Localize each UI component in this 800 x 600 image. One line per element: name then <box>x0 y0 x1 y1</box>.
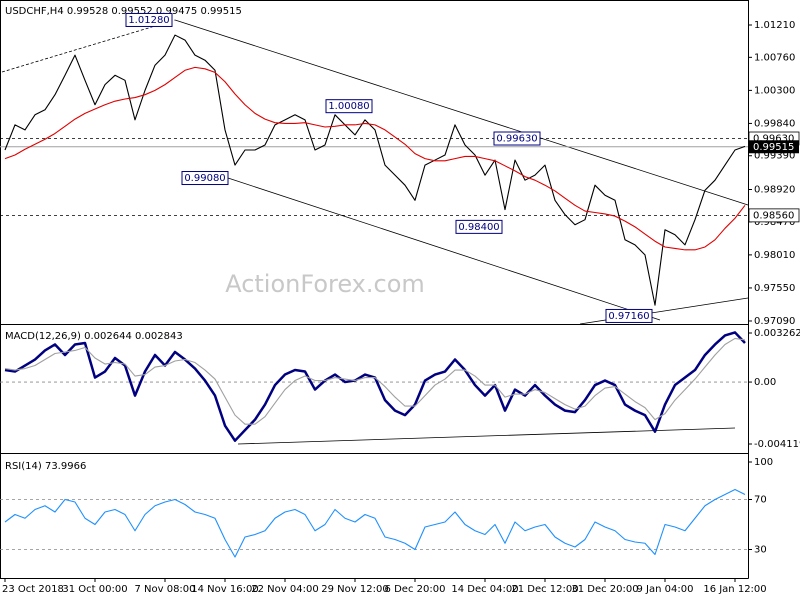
y-tick-label: 1.00300 <box>754 85 795 96</box>
x-tick-label: 9 Jan 04:00 <box>637 584 694 595</box>
x-tick-label: 31 Oct 00:00 <box>62 584 127 595</box>
annotation-label: 1.01280 <box>128 15 169 26</box>
x-tick-label: 23 Oct 2018 <box>2 584 64 595</box>
x-tick-label: 14 Nov 16:00 <box>191 584 258 595</box>
trendline <box>1 19 176 73</box>
annotation-box <box>493 131 541 146</box>
annotation-label: 0.97160 <box>608 311 649 322</box>
annotation-box <box>181 171 229 186</box>
frame <box>0 0 749 579</box>
x-tick-label: 14 Dec 04:00 <box>451 584 518 595</box>
x-tick-label: 16 Jan 12:00 <box>703 584 766 595</box>
series-line <box>4 66 746 251</box>
y-tick-label: 70 <box>754 495 767 506</box>
trendline <box>227 177 661 321</box>
annotation-label: 1.00080 <box>328 101 369 112</box>
y-tick-label: 1.01210 <box>754 20 795 31</box>
x-tick-label: 21 Dec 12:00 <box>511 584 578 595</box>
watermark: ActionForex.com <box>225 270 425 298</box>
panel-title: USDCHF,H4 0.99528 0.99552 0.99475 0.9951… <box>5 6 242 17</box>
level-label-box <box>748 208 800 223</box>
x-tick-label: 7 Nov 08:00 <box>134 584 195 595</box>
series-line <box>4 34 746 306</box>
annotation-box <box>605 308 653 323</box>
y-tick-label: 30 <box>754 545 767 556</box>
y-tick-label: 0.98470 <box>754 217 795 228</box>
y-tick-label: 0.00 <box>754 377 776 388</box>
y-tick-label: 1.00760 <box>754 52 795 63</box>
level-label: 0.98560 <box>753 210 794 221</box>
annotation-box <box>455 219 503 234</box>
current-price-label: 0.99515 <box>753 142 794 153</box>
level-label: 0.99630 <box>753 134 794 145</box>
x-tick-label: 22 Nov 04:00 <box>251 584 318 595</box>
trendlines <box>1 19 749 445</box>
y-tick-label: 0.003262 <box>754 328 800 339</box>
y-tick-label: -0.004119 <box>754 439 800 450</box>
panel-title: MACD(12,26,9) 0.002644 0.002843 <box>5 331 183 342</box>
current-price-box <box>749 140 799 154</box>
y-tick-label: 0.97090 <box>754 316 795 327</box>
annotation-label: 0.99080 <box>184 173 225 184</box>
x-tick-label: 31 Dec 20:00 <box>571 584 638 595</box>
y-tick-label: 0.98920 <box>754 185 795 196</box>
y-tick-label: 0.97550 <box>754 283 795 294</box>
y-tick-label: 0.98010 <box>754 250 795 261</box>
y-tick-label: 0.99840 <box>754 118 795 129</box>
x-tick-label: 6 Dec 20:00 <box>385 584 446 595</box>
panel-title: RSI(14) 73.9966 <box>5 461 86 472</box>
trendline <box>237 427 736 445</box>
y-tick-label: 0.99390 <box>754 151 795 162</box>
series-line <box>4 337 746 425</box>
x-tick-label: 29 Nov 12:00 <box>321 584 388 595</box>
annotation-label: 0.99630 <box>496 134 537 145</box>
y-tick-label: 100 <box>754 457 773 468</box>
annotation-box <box>325 99 373 114</box>
series-line <box>4 488 746 558</box>
trendline <box>174 19 749 206</box>
annotation-box <box>125 12 173 27</box>
annotation-label: 0.98400 <box>458 222 499 233</box>
